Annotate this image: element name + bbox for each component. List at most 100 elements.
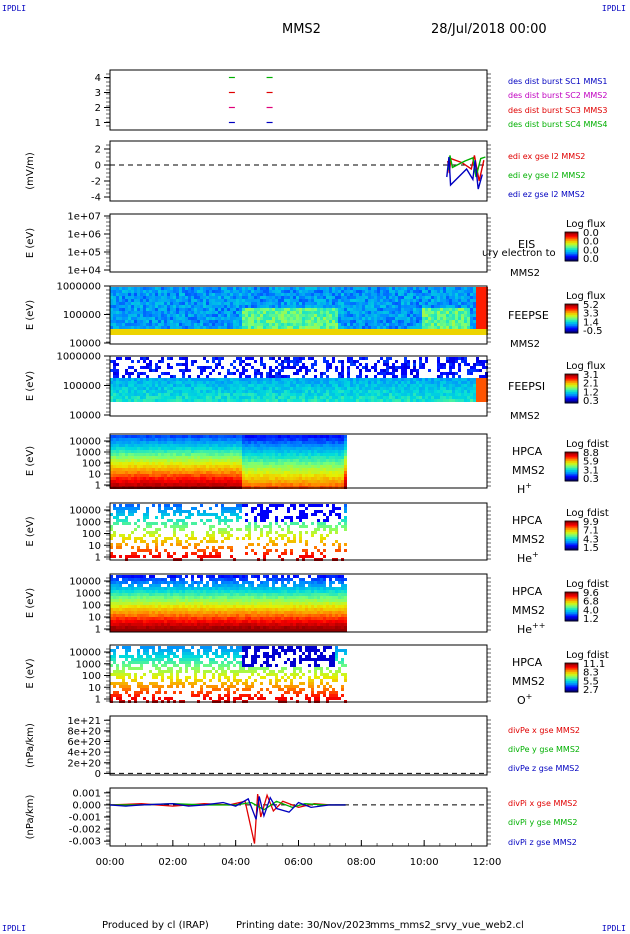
spectrogram-cell [251, 311, 254, 314]
spectrogram-cell [335, 329, 338, 332]
spectrogram-cell [182, 293, 185, 296]
spectrogram-cell [467, 396, 470, 399]
spectrogram-cell [221, 357, 224, 360]
spectrogram-cell [212, 435, 215, 438]
spectrogram-cell [350, 378, 353, 381]
spectrogram-cell [407, 311, 410, 314]
spectrogram-cell [332, 357, 335, 360]
spectrogram-cell [176, 447, 179, 450]
spectrogram-cell [161, 293, 164, 296]
spectrogram-cell [215, 296, 218, 299]
spectrogram-cell [218, 390, 221, 393]
spectrogram-cell [110, 320, 113, 323]
spectrogram-cell [197, 326, 200, 329]
spectrogram-cell [377, 293, 380, 296]
spectrogram-cell [161, 302, 164, 305]
spectrogram-cell [293, 462, 296, 465]
spectrogram-cell [335, 381, 338, 384]
spectrogram-cell [218, 474, 221, 477]
spectrogram-cell [248, 399, 251, 402]
spectrogram-cell [233, 441, 236, 444]
spectrogram-cell [164, 308, 167, 311]
spectrogram-cell [287, 290, 290, 293]
spectrogram-cell [464, 393, 467, 396]
spectrogram-cell [281, 290, 284, 293]
spectrogram-cell [401, 390, 404, 393]
spectrogram-cell [269, 435, 272, 438]
spectrogram-cell [296, 396, 299, 399]
spectrogram-cell [146, 296, 149, 299]
colorbar-cell [565, 325, 578, 329]
spectrogram-cell [269, 483, 272, 486]
spectrogram-cell [203, 393, 206, 396]
spectrogram-cell [245, 393, 248, 396]
spectrogram-cell [143, 366, 146, 369]
spectrogram-cell [317, 329, 320, 332]
spectrogram-cell [239, 390, 242, 393]
spectrogram-cell [281, 384, 284, 387]
spectrogram-cell [173, 393, 176, 396]
spectrogram-cell [227, 320, 230, 323]
spectrogram-cell [221, 290, 224, 293]
spectrogram-cell [311, 332, 314, 335]
spectrogram-cell [371, 393, 374, 396]
spectrogram-cell [167, 314, 170, 317]
spectrogram-cell [200, 311, 203, 314]
spectrogram-cell [242, 483, 245, 486]
spectrogram-cell [137, 323, 140, 326]
spectrogram-cell [470, 308, 473, 311]
spectrogram-cell [128, 450, 131, 453]
spectrogram-cell [173, 483, 176, 486]
spectrogram-cell [200, 387, 203, 390]
spectrogram-cell [239, 483, 242, 486]
instrument-sublabel: MMS2 [510, 268, 540, 279]
spectrogram-cell [323, 287, 326, 290]
spectrogram-cell [449, 381, 452, 384]
spectrogram-cell [293, 302, 296, 305]
spectrogram-cell [260, 399, 263, 402]
spectrogram-cell [254, 332, 257, 335]
spectrogram-cell [116, 326, 119, 329]
spectrogram-cell [281, 296, 284, 299]
spectrogram-cell [380, 293, 383, 296]
spectrogram-cell [365, 387, 368, 390]
spectrogram-cell [407, 384, 410, 387]
spectrogram-cell [338, 317, 341, 320]
spectrogram-cell [308, 453, 311, 456]
spectrogram-cell [323, 357, 326, 360]
spectrogram-cell [473, 296, 476, 299]
spectrogram-cell [230, 462, 233, 465]
spectrogram-cell [188, 317, 191, 320]
spectrogram-cell [302, 299, 305, 302]
spectrogram-cell [182, 308, 185, 311]
spectrogram-cell [248, 387, 251, 390]
spectrogram-cell [434, 290, 437, 293]
spectrogram-cell [227, 474, 230, 477]
spectrogram-cell [230, 456, 233, 459]
spectrogram-cell [191, 450, 194, 453]
spectrogram-cell [185, 311, 188, 314]
spectrogram-cell [413, 378, 416, 381]
spectrogram-cell [230, 293, 233, 296]
spectrogram-cell [350, 317, 353, 320]
spectrogram-cell [446, 290, 449, 293]
spectrogram-cell [155, 387, 158, 390]
spectrogram-cell [347, 381, 350, 384]
spectrogram-cell [317, 320, 320, 323]
spectrogram-cell [446, 357, 449, 360]
spectrogram-cell [161, 444, 164, 447]
spectrogram-cell [368, 399, 371, 402]
spectrogram-cell [452, 390, 455, 393]
spectrogram-cell [284, 483, 287, 486]
spectrogram-cell [365, 396, 368, 399]
spectrogram-cell [140, 453, 143, 456]
spectrogram-cell [290, 384, 293, 387]
spectrogram-cell [131, 326, 134, 329]
spectrogram-cell [323, 384, 326, 387]
spectrogram-cell [149, 450, 152, 453]
spectrogram-cell [389, 384, 392, 387]
spectrogram-cell [212, 480, 215, 483]
spectrogram-cell [308, 326, 311, 329]
spectrogram-cell [200, 471, 203, 474]
spectrogram-cell [314, 447, 317, 450]
